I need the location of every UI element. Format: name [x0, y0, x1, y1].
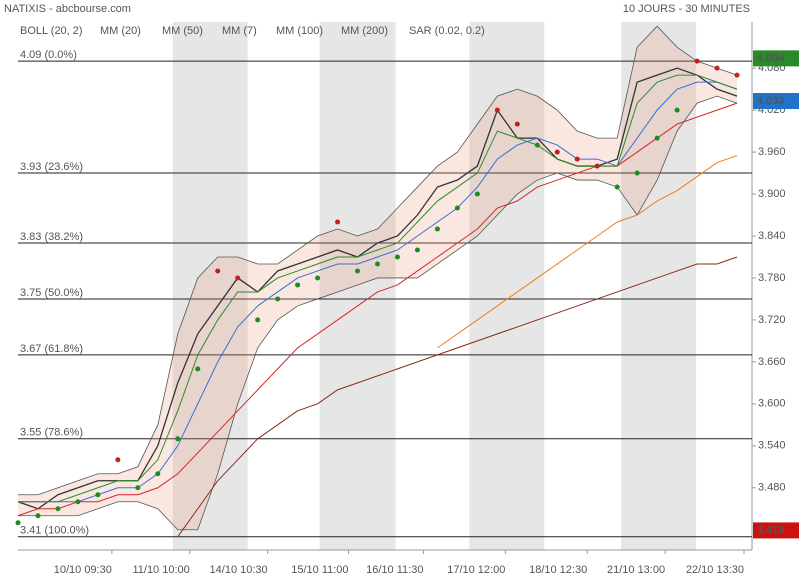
sar-dot	[195, 366, 201, 372]
level-label: 3.75 (50.0%)	[20, 287, 83, 299]
value-badge	[753, 522, 799, 539]
level-label: 4.09 (0.0%)	[20, 49, 77, 61]
band-upper	[18, 25, 738, 496]
sar-dot	[614, 184, 620, 190]
sar-dot	[654, 135, 660, 141]
sar-dot	[315, 275, 321, 281]
level-label: 3.67 (61.8%)	[20, 343, 83, 355]
sar-dot	[414, 247, 420, 253]
y-tick-label: 3.660	[758, 356, 786, 368]
sar-dot	[474, 191, 480, 197]
x-tick-label: 15/10 11:00	[291, 564, 348, 576]
sar-dot	[155, 471, 161, 477]
y-tick-label: 3.720	[758, 314, 786, 326]
sar-dot	[694, 58, 700, 64]
legend-entry: BOLL (20, 2)	[20, 25, 83, 37]
sar-dot	[494, 107, 500, 113]
x-tick-label: 21/10 13:00	[607, 564, 665, 576]
sar-dot	[434, 226, 440, 232]
sar-dot	[674, 107, 680, 113]
level-label: 3.83 (38.2%)	[20, 231, 83, 243]
value-badge	[753, 93, 799, 110]
sar-dot	[714, 65, 720, 71]
x-tick-label: 14/10 10:30	[210, 564, 268, 576]
legend-entry: MM (200)	[341, 25, 388, 37]
level-label: 3.93 (23.6%)	[20, 161, 83, 173]
legend-entry: SAR (0.02, 0.2)	[409, 25, 485, 37]
sar-dot	[394, 254, 400, 260]
ma-line	[177, 256, 738, 538]
chart-title: NATIXIS - abcbourse.com	[4, 3, 131, 15]
x-tick-label: 22/10 13:30	[686, 564, 744, 576]
sar-dot	[255, 317, 261, 323]
sar-dot	[175, 436, 181, 442]
level-label: 3.41 (100.0%)	[20, 525, 89, 537]
y-tick-label: 3.840	[758, 230, 786, 242]
y-tick-label: 3.540	[758, 440, 786, 452]
legend-entry: MM (100)	[276, 25, 323, 37]
session-band	[469, 22, 545, 550]
legend-entry: MM (50)	[162, 25, 203, 37]
value-badge-label: 3.419	[757, 524, 785, 536]
ma-line	[18, 74, 738, 503]
sar-dot	[634, 170, 640, 176]
value-badge-label: 4.033	[757, 95, 785, 107]
sar-dot	[534, 142, 540, 148]
ma-line	[437, 155, 738, 349]
sar-dot	[514, 121, 520, 127]
value-badge-label: 4.094	[757, 52, 785, 64]
x-tick-label: 18/10 12:30	[529, 564, 587, 576]
level-label: 3.55 (78.6%)	[20, 427, 83, 439]
legend-entry: MM (7)	[222, 25, 257, 37]
y-tick-label: 3.600	[758, 398, 786, 410]
x-tick-label: 10/10 09:30	[54, 564, 112, 576]
sar-dot	[75, 499, 81, 505]
x-tick-label: 17/10 12:00	[447, 564, 505, 576]
sar-dot	[275, 296, 281, 302]
sar-dot	[15, 520, 21, 526]
sar-dot	[235, 275, 241, 281]
sar-dot	[335, 219, 341, 225]
sar-dot	[594, 163, 600, 169]
sar-dot	[454, 205, 460, 211]
x-tick-label: 11/10 10:00	[132, 564, 189, 576]
chart-subtitle: 10 JOURS - 30 MINUTES	[623, 3, 750, 15]
y-tick-label: 3.480	[758, 482, 786, 494]
sar-dot	[355, 268, 361, 274]
session-band	[319, 22, 396, 550]
x-tick-label: 16/10 11:30	[366, 564, 423, 576]
sar-dot	[35, 513, 41, 519]
sar-dot	[55, 506, 61, 512]
legend-entry: MM (20)	[100, 25, 141, 37]
sar-dot	[135, 485, 141, 491]
sar-dot	[215, 268, 221, 274]
y-tick-label: 3.780	[758, 272, 786, 284]
value-badge	[753, 50, 799, 67]
sar-dot	[554, 149, 560, 155]
y-tick-label: 3.900	[758, 188, 786, 200]
sar-dot	[734, 72, 740, 78]
sar-dot	[295, 282, 301, 288]
sar-dot	[375, 261, 381, 267]
y-tick-label: 3.960	[758, 146, 786, 158]
sar-dot	[115, 457, 121, 463]
sar-dot	[95, 492, 101, 498]
sar-dot	[574, 156, 580, 162]
